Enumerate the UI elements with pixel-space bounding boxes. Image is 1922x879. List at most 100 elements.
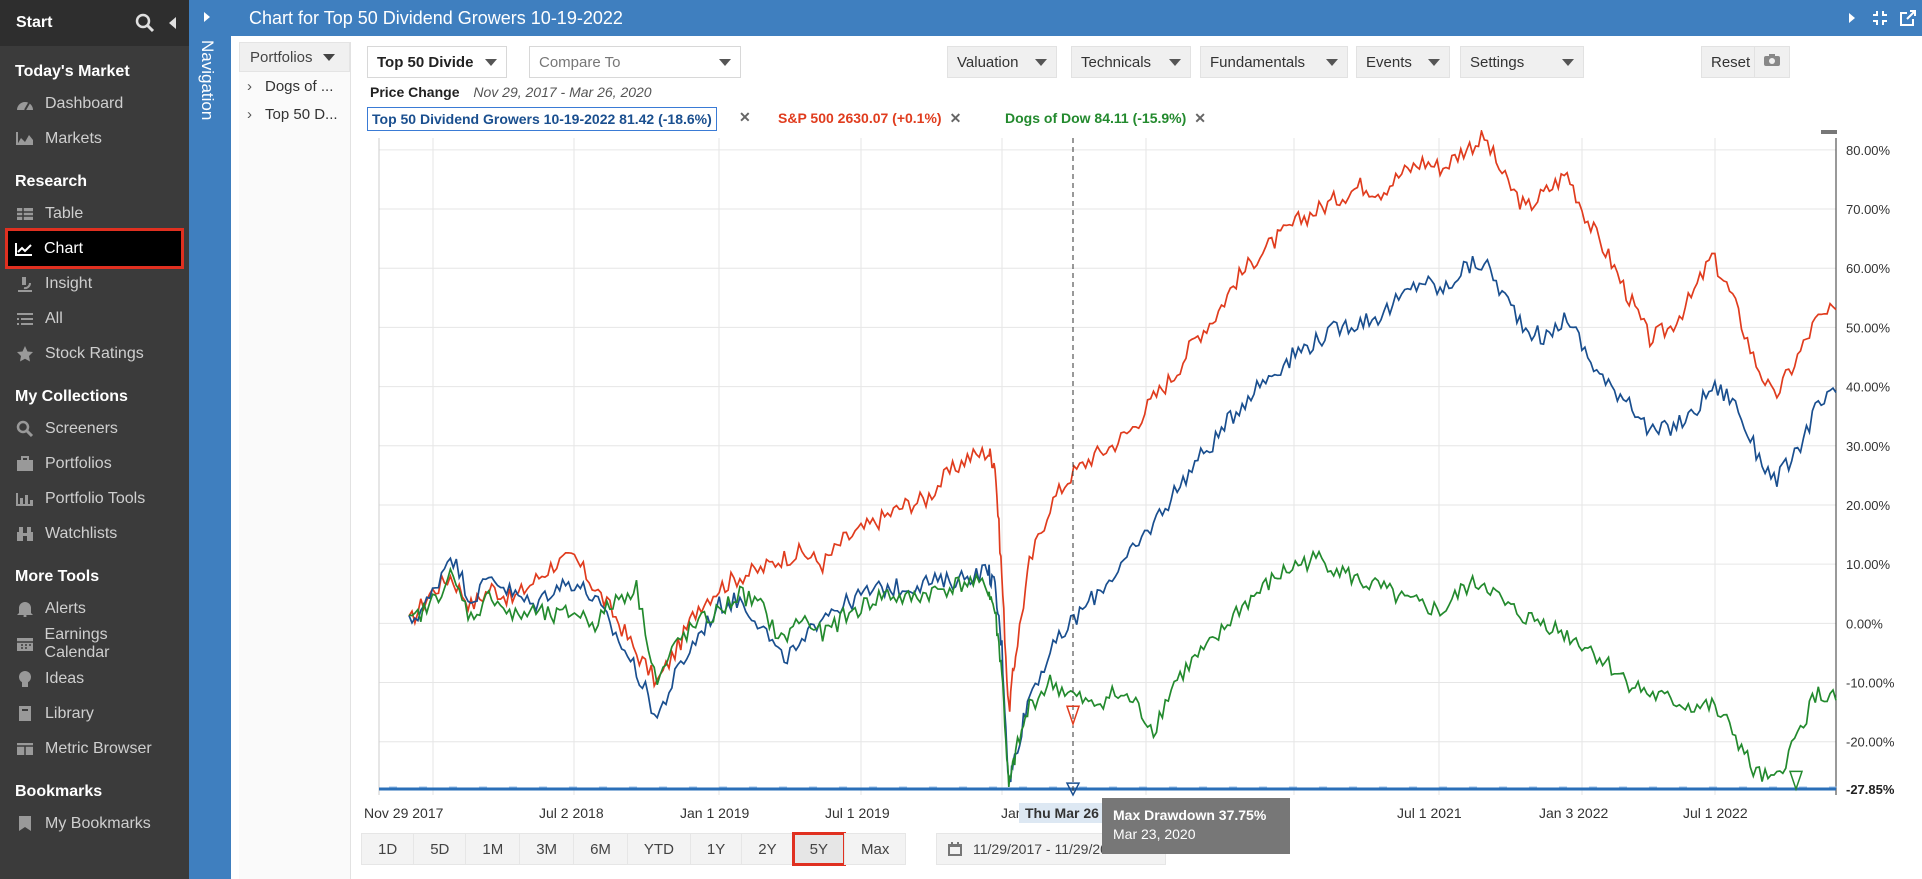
range-button-5y[interactable]: 5Y <box>791 832 846 866</box>
settings-button[interactable]: Settings <box>1460 46 1584 78</box>
symbol-select[interactable]: Top 50 Divide <box>367 46 507 78</box>
dashboard-icon <box>15 95 35 113</box>
caret-down-icon <box>485 54 497 71</box>
range-selector: 1D 5D 1M 3M 6M YTD 1Y 2Y 5Y Max <box>361 832 907 866</box>
sidebar-item-screeners[interactable]: Screeners <box>0 411 189 446</box>
sidebar-item-watchlists[interactable]: Watchlists <box>0 516 189 551</box>
remove-series-icon[interactable]: ✕ <box>949 110 962 126</box>
range-button-3m[interactable]: 3M <box>519 833 575 865</box>
minimize-pane-icon <box>1821 130 1837 134</box>
calendar-icon <box>947 841 963 857</box>
compare-to-input[interactable]: Compare To <box>529 46 741 78</box>
microscope-icon <box>15 275 35 293</box>
remove-series-icon[interactable]: ✕ <box>739 109 751 125</box>
section-gap <box>0 371 189 383</box>
search-icon[interactable] <box>135 13 155 33</box>
sidebar-item-metric-browser[interactable]: Metric Browser <box>0 731 189 766</box>
expand-right-icon[interactable] <box>203 10 211 26</box>
start-title[interactable]: Start <box>16 14 53 31</box>
range-button-1d[interactable]: 1D <box>361 833 415 865</box>
sidebar-item-markets[interactable]: Markets <box>0 121 189 156</box>
price-chart[interactable]: 80.00% 70.00% 60.00% 50.00% 40.00% 30.00% 20.0… <box>231 130 1922 830</box>
x-tick-label: Jul 1 2019 <box>825 805 890 821</box>
range-button-1y[interactable]: 1Y <box>689 833 743 865</box>
portfolios-dropdown[interactable]: Portfolios <box>239 42 350 72</box>
page-title: Chart for Top 50 Dividend Growers 10-19-… <box>249 7 623 28</box>
table-icon <box>15 205 35 223</box>
legend-item-sp500[interactable]: S&P 500 2630.07 (+0.1%) ✕ <box>778 107 961 131</box>
compare-to-placeholder: Compare To <box>539 53 621 71</box>
caret-down-icon <box>1562 54 1574 71</box>
collapse-left-icon[interactable] <box>167 16 177 30</box>
fundamentals-button[interactable]: Fundamentals <box>1200 46 1348 78</box>
valuation-button[interactable]: Valuation <box>947 46 1057 78</box>
sidebar-item-earnings-calendar[interactable]: Earnings Calendar <box>0 626 189 661</box>
chevron-right-icon[interactable]: › <box>247 105 252 123</box>
sp500-drawdown-marker <box>1065 705 1081 727</box>
sidebar-item-all[interactable]: All <box>0 301 189 336</box>
section-title: Research <box>15 173 88 190</box>
external-link-icon[interactable] <box>1894 10 1922 26</box>
calendar-icon <box>15 635 35 653</box>
y-tick-label: 10.00% <box>1846 557 1891 572</box>
range-button-ytd[interactable]: YTD <box>626 833 691 865</box>
y-tick-label: 80.00% <box>1846 143 1891 158</box>
legend-item-top50[interactable]: Top 50 Dividend Growers 10-19-2022 81.42… <box>367 107 717 131</box>
sidebar-item-my-bookmarks[interactable]: My Bookmarks <box>0 806 189 841</box>
y-tick-label: 60.00% <box>1846 261 1891 276</box>
legend-item-dogs-of-dow[interactable]: Dogs of Dow 84.11 (-15.9%) ✕ <box>1005 107 1206 131</box>
portfolio-item-label: Top 50 D... <box>265 105 338 123</box>
legend-text: Dogs of Dow 84.11 (-15.9%) <box>1005 110 1187 126</box>
sidebar-item-stock-ratings[interactable]: Stock Ratings <box>0 336 189 371</box>
y-tick-label: 40.00% <box>1846 380 1891 395</box>
portfolios-label: Portfolios <box>250 48 313 66</box>
remove-series-icon[interactable]: ✕ <box>1194 110 1207 126</box>
sidebar-item-library[interactable]: Library <box>0 696 189 731</box>
events-button[interactable]: Events <box>1356 46 1450 78</box>
navigation-label: Navigation <box>198 40 217 121</box>
x-tick-label: Jul 1 2021 <box>1397 805 1462 821</box>
search-icon <box>15 420 35 438</box>
portfolio-item[interactable]: › Dogs of ... <box>239 72 350 100</box>
list-icon <box>15 310 35 328</box>
range-button-5d[interactable]: 5D <box>413 833 467 865</box>
chevron-right-icon[interactable]: › <box>247 77 252 95</box>
sidebar-item-dashboard[interactable]: Dashboard <box>0 86 189 121</box>
sidebar-item-portfolio-tools[interactable]: Portfolio Tools <box>0 481 189 516</box>
y-tick-label: -10.00% <box>1846 676 1895 691</box>
portfolio-item[interactable]: › Top 50 D... <box>239 100 350 128</box>
sidebar-item-insight[interactable]: Insight <box>0 266 189 301</box>
x-tick-label: Jul 1 2022 <box>1683 805 1748 821</box>
sidebar-item-ideas[interactable]: Ideas <box>0 661 189 696</box>
play-icon[interactable] <box>1838 12 1866 24</box>
sidebar-item-chart[interactable]: Chart <box>5 228 184 269</box>
sidebar-item-label: Chart <box>44 239 84 257</box>
series-line-top-50-dividend-growers-10-19-2022 <box>408 255 1837 783</box>
sidebar-item-alerts[interactable]: Alerts <box>0 591 189 626</box>
sidebar-item-label: Earnings Calendar <box>44 625 110 661</box>
section-gap <box>0 156 189 168</box>
camera-button[interactable] <box>1754 46 1790 78</box>
series-line-s-p-500 <box>408 130 1837 712</box>
range-button-max[interactable]: Max <box>843 833 907 865</box>
y-tick-label: 50.00% <box>1846 320 1891 335</box>
reset-button[interactable]: Reset <box>1701 46 1761 78</box>
sidebar-item-portfolios[interactable]: Portfolios <box>0 446 189 481</box>
sidebar-item-label: Watchlists <box>45 524 118 542</box>
technicals-button[interactable]: Technicals <box>1071 46 1191 78</box>
x-tick-label: Jan 3 2022 <box>1539 805 1608 821</box>
range-button-1m[interactable]: 1M <box>465 833 521 865</box>
sidebar-item-table[interactable]: Table <box>0 196 189 231</box>
collapse-icon[interactable] <box>1866 10 1894 26</box>
navigation-strip[interactable]: Navigation <box>189 0 231 879</box>
y-tick-label: 30.00% <box>1846 439 1891 454</box>
settings-label: Settings <box>1470 53 1525 71</box>
range-button-2y[interactable]: 2Y <box>741 833 794 865</box>
dogs-drawdown-marker <box>1788 770 1804 792</box>
range-button-6m[interactable]: 6M <box>573 833 628 865</box>
sidebar-item-label: Screeners <box>45 419 118 437</box>
caret-down-icon <box>1428 54 1440 71</box>
title-bar: Chart for Top 50 Dividend Growers 10-19-… <box>231 0 1922 36</box>
valuation-label: Valuation <box>957 53 1019 71</box>
caret-down-icon <box>1035 54 1047 71</box>
